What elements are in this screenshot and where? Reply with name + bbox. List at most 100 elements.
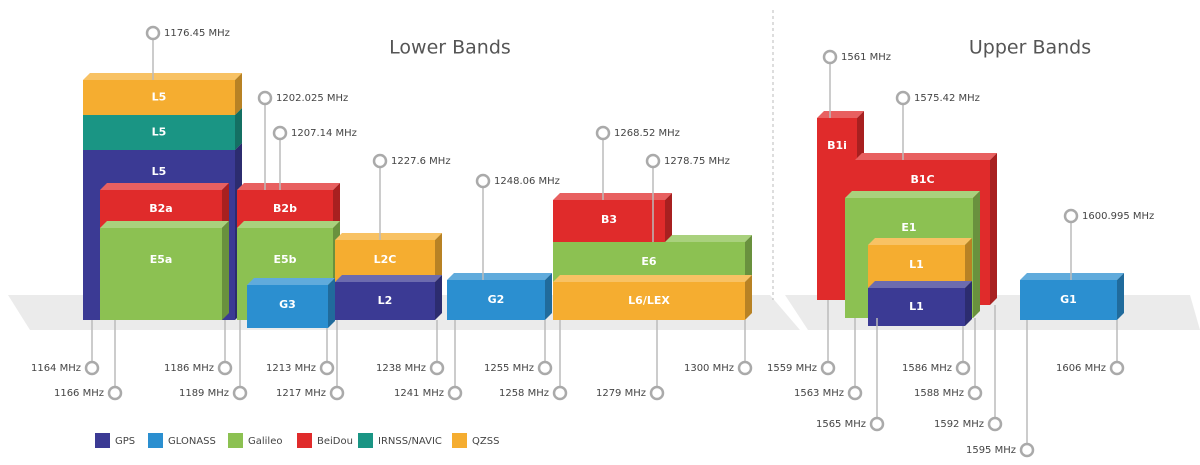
legend-swatch bbox=[95, 433, 110, 448]
frequency-label: 1561 MHz bbox=[841, 52, 891, 63]
marker bbox=[257, 90, 273, 106]
block-label: L5 bbox=[152, 126, 167, 139]
block-side bbox=[665, 193, 672, 242]
block-side bbox=[435, 275, 442, 320]
block-label: B2a bbox=[149, 202, 172, 215]
block-label: L2C bbox=[374, 253, 397, 266]
frequency-label: 1217 MHz bbox=[276, 388, 326, 399]
block-side bbox=[222, 221, 229, 320]
frequency-label: 1176.45 MHz bbox=[164, 28, 230, 39]
section-title: Lower Bands bbox=[389, 37, 511, 59]
frequency-label: 1300 MHz bbox=[684, 363, 734, 374]
frequency-label: 1278.75 MHz bbox=[664, 156, 730, 167]
marker bbox=[649, 385, 665, 401]
block-top bbox=[237, 183, 340, 190]
legend-swatch bbox=[148, 433, 163, 448]
block-label: L5 bbox=[152, 91, 167, 104]
block-top bbox=[237, 221, 340, 228]
frequency-label: 1189 MHz bbox=[179, 388, 229, 399]
block-side bbox=[973, 191, 980, 318]
block bbox=[553, 282, 745, 320]
marker bbox=[272, 125, 288, 141]
marker bbox=[1063, 208, 1079, 224]
frequency-label: 1563 MHz bbox=[794, 388, 844, 399]
frequency-label: 1600.995 MHz bbox=[1082, 211, 1154, 222]
frequency-label: 1606 MHz bbox=[1056, 363, 1106, 374]
block-label: L5 bbox=[152, 165, 167, 178]
frequency-label: 1268.52 MHz bbox=[614, 128, 680, 139]
block-side bbox=[545, 273, 552, 320]
frequency-label: 1213 MHz bbox=[266, 363, 316, 374]
frequency-label: 1186 MHz bbox=[164, 363, 214, 374]
block-label: L1 bbox=[909, 258, 924, 271]
block-top bbox=[83, 73, 242, 80]
block-top bbox=[855, 153, 997, 160]
legend-label: Galileo bbox=[248, 436, 282, 447]
block-side bbox=[745, 235, 752, 282]
frequency-label: 1241 MHz bbox=[394, 388, 444, 399]
block-label: E1 bbox=[901, 221, 916, 234]
block-label: L1 bbox=[909, 300, 924, 313]
marker bbox=[737, 360, 753, 376]
marker bbox=[967, 385, 983, 401]
marker bbox=[107, 385, 123, 401]
block-side bbox=[328, 278, 335, 328]
block-label: E5a bbox=[150, 253, 173, 266]
marker bbox=[595, 125, 611, 141]
frequency-label: 1238 MHz bbox=[376, 363, 426, 374]
block bbox=[247, 285, 328, 328]
block bbox=[1020, 280, 1117, 320]
block bbox=[83, 115, 235, 150]
marker bbox=[217, 360, 233, 376]
block-top bbox=[247, 278, 335, 285]
marker bbox=[1019, 442, 1035, 458]
marker bbox=[475, 173, 491, 189]
frequency-label: 1575.42 MHz bbox=[914, 93, 980, 104]
marker bbox=[232, 385, 248, 401]
legend-swatch bbox=[452, 433, 467, 448]
block-label: G2 bbox=[488, 293, 505, 306]
frequency-label: 1595 MHz bbox=[966, 445, 1016, 456]
marker bbox=[372, 153, 388, 169]
block bbox=[447, 280, 545, 320]
block-label: G3 bbox=[279, 298, 296, 311]
legend-swatch bbox=[228, 433, 243, 448]
block bbox=[553, 200, 665, 242]
marker bbox=[869, 416, 885, 432]
marker bbox=[822, 49, 838, 65]
block-side bbox=[1117, 273, 1124, 320]
block-top bbox=[553, 275, 752, 282]
legend-label: BeiDou bbox=[317, 436, 353, 447]
marker bbox=[1109, 360, 1125, 376]
block-top bbox=[817, 111, 864, 118]
legend-label: GPS bbox=[115, 436, 135, 447]
block bbox=[868, 245, 965, 288]
marker bbox=[552, 385, 568, 401]
frequency-label: 1207.14 MHz bbox=[291, 128, 357, 139]
block-label: B1i bbox=[827, 139, 847, 152]
block-top bbox=[335, 233, 442, 240]
legend-label: IRNSS/NAVIC bbox=[378, 436, 442, 447]
frequency-label: 1586 MHz bbox=[902, 363, 952, 374]
marker bbox=[429, 360, 445, 376]
block bbox=[335, 282, 435, 320]
block bbox=[83, 80, 235, 115]
block-label: L2 bbox=[378, 294, 393, 307]
block-top bbox=[335, 275, 442, 282]
marker bbox=[955, 360, 971, 376]
block-top bbox=[868, 281, 972, 288]
legend-label: QZSS bbox=[472, 436, 499, 447]
frequency-label: 1248.06 MHz bbox=[494, 176, 560, 187]
marker bbox=[987, 416, 1003, 432]
marker bbox=[847, 385, 863, 401]
block-side bbox=[990, 153, 997, 305]
legend-swatch bbox=[358, 433, 373, 448]
frequency-label: 1164 MHz bbox=[31, 363, 81, 374]
frequency-label: 1227.6 MHz bbox=[391, 156, 451, 167]
block-side bbox=[333, 183, 340, 228]
frequency-label: 1559 MHz bbox=[767, 363, 817, 374]
block-side bbox=[965, 281, 972, 326]
frequency-label: 1258 MHz bbox=[499, 388, 549, 399]
block-side bbox=[965, 238, 972, 288]
